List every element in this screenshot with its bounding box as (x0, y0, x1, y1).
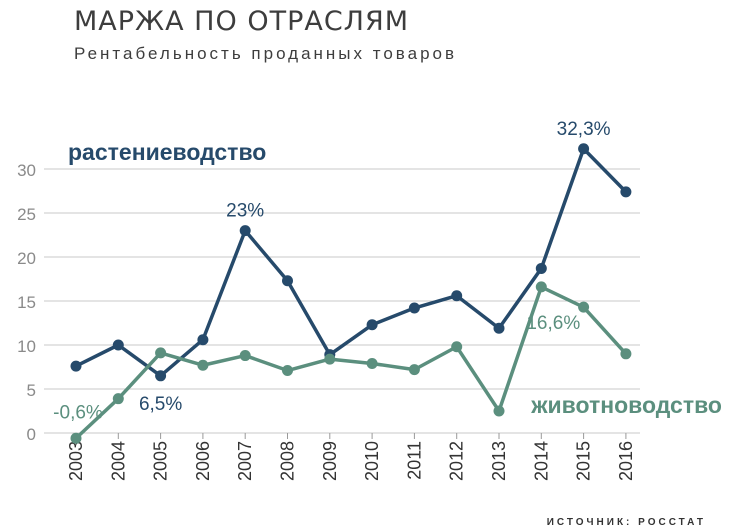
x-tick-label: 2005 (151, 441, 171, 481)
data-point (239, 350, 251, 362)
data-point (197, 334, 209, 346)
data-point (282, 365, 293, 377)
data-point (578, 301, 590, 313)
x-tick-label: 2003 (66, 441, 86, 481)
data-point (535, 262, 547, 274)
x-tick-label: 2011 (404, 441, 424, 480)
data-point (282, 275, 293, 287)
x-tick-label: 2015 (574, 441, 594, 481)
y-tick-label: 30 (17, 161, 36, 180)
y-tick-label: 20 (17, 249, 36, 268)
x-tick-label: 2010 (362, 441, 382, 481)
data-point (578, 143, 590, 155)
data-point (535, 281, 547, 293)
data-point (155, 347, 167, 359)
data-label: 6,5% (139, 394, 182, 415)
data-label: 32,3% (557, 119, 611, 140)
data-point (70, 432, 82, 444)
data-label: -0,6% (53, 402, 103, 423)
chart-subtitle: Рентабельность проданных товаров (74, 44, 458, 63)
source-note: ИСТОЧНИК: РОССТАТ (546, 517, 706, 528)
y-tick-label: 15 (17, 293, 36, 312)
data-point (366, 319, 378, 331)
data-point (493, 322, 505, 334)
data-point (366, 357, 378, 369)
series-labels: растениеводство животноводство (68, 139, 722, 418)
chart-title: МАРЖА ПО ОТРАСЛЯМ (74, 6, 410, 37)
y-tick-label: 0 (27, 425, 36, 444)
data-point (493, 405, 505, 417)
series-line (75, 147, 628, 378)
y-tick-label: 5 (27, 381, 36, 400)
x-tick-label: 2012 (447, 441, 467, 481)
data-point (408, 364, 420, 376)
x-tick-label: 2008 (278, 441, 298, 481)
y-tick-labels: 0 5 10 15 20 25 30 (17, 161, 36, 444)
x-tick-labels: 2003 2004 2005 2006 2007 2008 2009 2010 2011 2012… (66, 433, 636, 481)
series-line (74, 285, 628, 440)
data-point (70, 360, 82, 372)
data-point (324, 353, 336, 365)
data-label: 23% (226, 201, 264, 222)
data-label: 16,6% (526, 313, 580, 334)
data-point (451, 341, 463, 353)
data-point (197, 359, 209, 371)
series-label: животноводство (530, 392, 722, 418)
data-annotations: 23% 32,3% 6,5% -0,6% 16,6% (53, 119, 610, 424)
data-point (112, 339, 124, 351)
y-tick-label: 25 (17, 205, 36, 224)
x-tick-label: 2006 (193, 441, 213, 481)
y-tick-label: 10 (17, 337, 36, 356)
data-point (620, 348, 632, 360)
x-tick-label: 2016 (616, 441, 636, 481)
x-tick-label: 2009 (320, 441, 340, 481)
x-tick-label: 2013 (489, 441, 509, 481)
series-lines (74, 147, 628, 440)
data-point (155, 370, 167, 382)
x-tick-label: 2014 (531, 441, 551, 481)
series-label: растениеводство (68, 139, 266, 165)
data-point (620, 186, 632, 198)
x-tick-label: 2004 (108, 441, 128, 481)
data-point (408, 302, 420, 314)
data-point (451, 290, 463, 302)
data-point (112, 393, 124, 405)
gridlines (44, 168, 640, 434)
data-point (239, 225, 251, 237)
x-tick-label: 2007 (235, 441, 255, 481)
series-points (70, 143, 632, 444)
